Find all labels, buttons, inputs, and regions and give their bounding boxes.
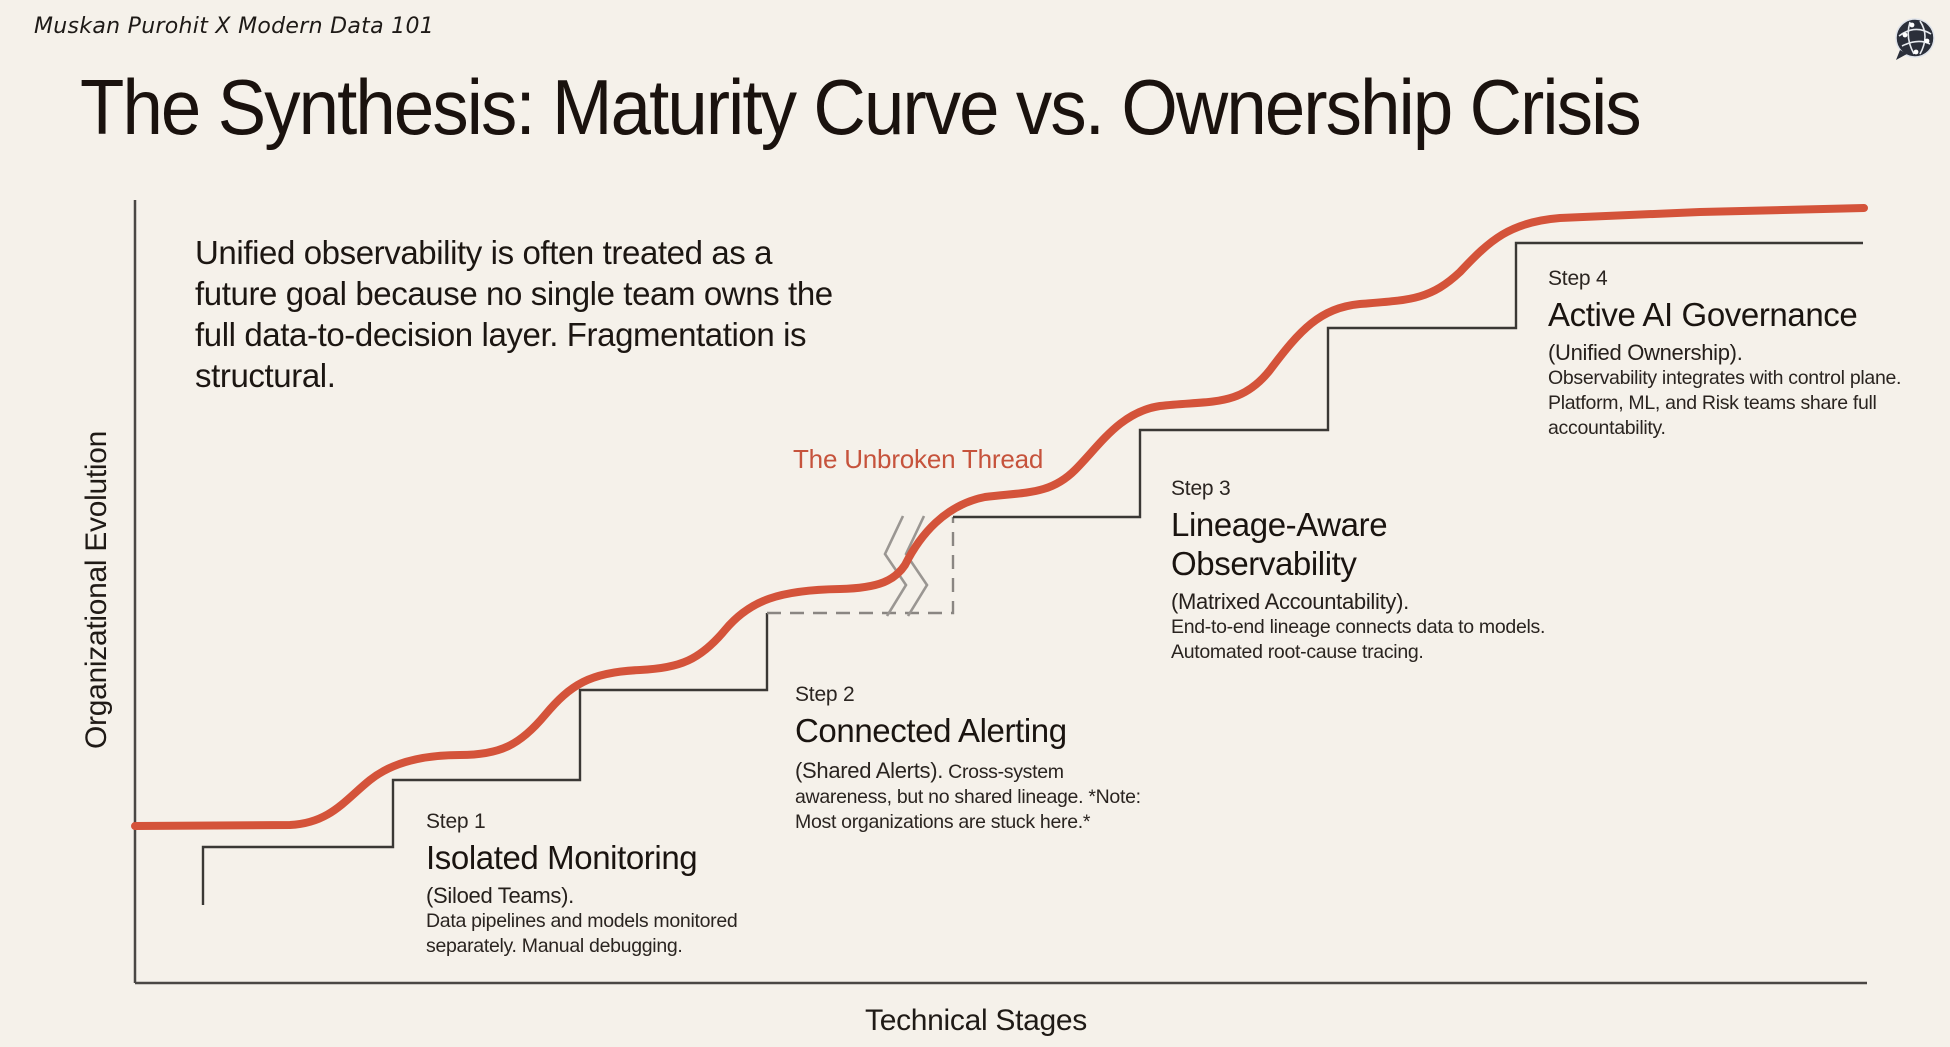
step-subtitle: (Matrixed Accountability). [1171,589,1409,614]
step-4-card: Step 4 Active AI Governance (Unified Own… [1548,267,1908,441]
step-name: Active AI Governance [1548,296,1858,333]
step-number: Step 1 [426,810,486,833]
step-1-card: Step 1 Isolated Monitoring (Siloed Teams… [426,810,806,959]
staircase-upper [953,241,1863,519]
step-description: Cross-system awareness, but no shared li… [795,761,1141,833]
step-3-card: Step 3 Lineage-Aware Observability (Matr… [1171,477,1551,665]
step-description: Data pipelines and models monitored sepa… [426,910,738,957]
step-2-card: Step 2 Connected Alerting (Shared Alerts… [795,683,1155,835]
step-description: Observability integrates with control pl… [1548,367,1902,439]
thread-label: The Unbroken Thread [793,444,1044,474]
step-subtitle: (Shared Alerts). [795,758,944,783]
step-subtitle: (Siloed Teams). [426,883,574,908]
step-name: Connected Alerting [795,712,1067,749]
staircase-dashed-gap [767,517,955,615]
step-name: Lineage-Aware Observability [1171,506,1388,582]
step-number: Step 3 [1171,477,1231,500]
step-number: Step 4 [1548,267,1608,290]
staircase-lower [201,613,769,905]
step-subtitle: (Unified Ownership). [1548,340,1743,365]
step-body: (Shared Alerts). Cross-system awareness,… [795,758,1155,835]
step-name: Isolated Monitoring [426,839,698,876]
break-mark-icon [883,515,908,617]
intro-text: Unified observability is often treated a… [195,234,833,394]
credit-label: Muskan Purohit X Modern Data 101 [34,14,435,39]
x-axis-label: Technical Stages [864,1004,1088,1037]
y-axis-label: Organizational Evolution [80,431,113,749]
step-description: End-to-end lineage connects data to mode… [1171,616,1546,663]
break-mark-icon [904,515,929,617]
globe-chat-bubble-icon [1895,18,1935,60]
maturity-curve [131,204,1868,830]
step-number: Step 2 [795,683,855,706]
page-title: The Synthesis: Maturity Curve vs. Owners… [80,63,1642,151]
